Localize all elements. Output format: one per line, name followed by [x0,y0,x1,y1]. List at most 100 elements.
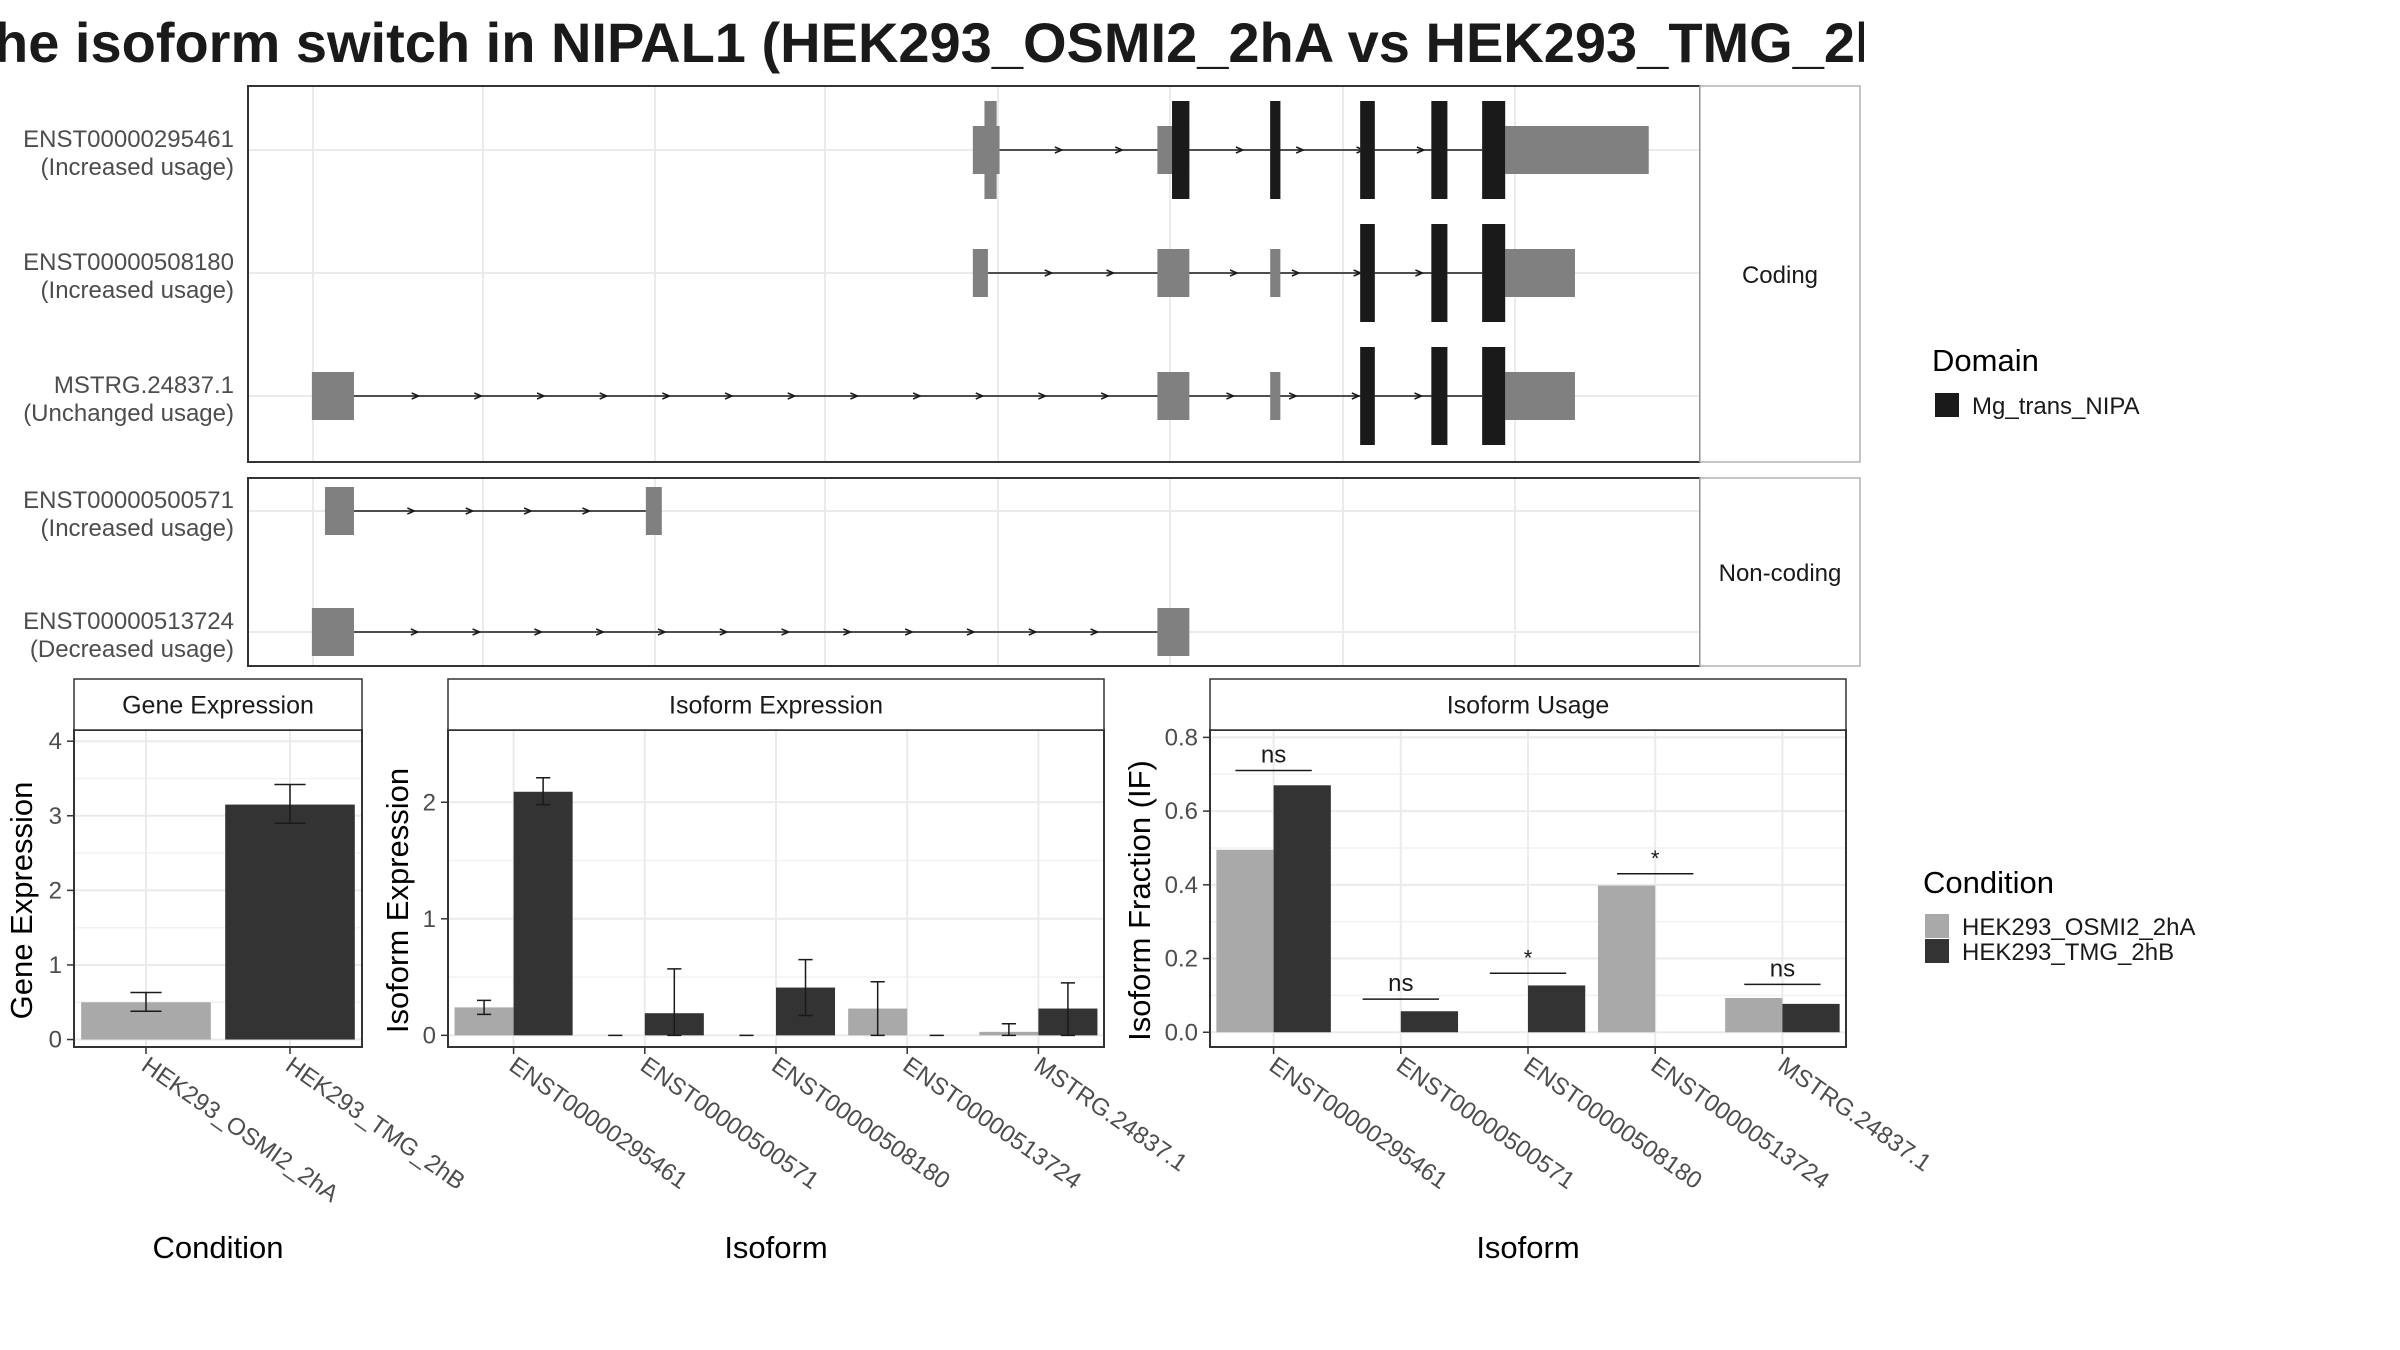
bar [1273,785,1331,1033]
legend-key [1935,393,1959,417]
y-axis-title: Isoform Fraction (IF) [1122,760,1157,1041]
direction-arrow [465,507,475,515]
page-title: he isoform switch in NIPAL1 (HEK293_OSMI… [0,11,1864,74]
utr-exon [1505,372,1575,420]
direction-arrow [472,628,482,636]
direction-arrow [724,392,734,400]
facet-strip [447,678,1105,731]
direction-arrow [850,392,860,400]
legend-key [1925,914,1949,938]
y-tick-label: 2 [49,877,62,904]
direction-arrow [1235,146,1245,154]
direction-arrow [1114,146,1125,154]
utr-exon [1270,372,1281,420]
utr-exon [324,487,354,535]
domain-block [1431,224,1448,322]
domain-block [1360,101,1375,199]
error-bar [667,968,682,1037]
legend-title: Domain [1932,343,2039,378]
transcript-usage: (Increased usage) [41,277,234,304]
facet-strip [1209,678,1847,731]
direction-arrow [1054,146,1064,154]
direction-arrow [904,628,915,636]
direction-arrow [1226,392,1236,400]
direction-arrow [582,507,592,515]
error-bar [274,783,306,824]
facet-strip [1699,85,1861,463]
utr-exon [972,249,988,297]
direction-arrow [1288,392,1299,400]
direction-arrow [966,628,976,636]
domain-block [1360,224,1375,322]
utr-exon [1157,608,1190,656]
direction-arrow [787,392,797,400]
legend-title: Condition [1923,865,2054,900]
utr-exon [311,372,354,420]
legend-label: HEK293_OSMI2_2hA [1962,914,2195,941]
domain-block [1360,347,1375,445]
transcript-id: MSTRG.24837.1 [54,372,234,399]
x-axis-title: Isoform [724,1230,827,1265]
direction-arrow [1028,628,1038,636]
direction-arrow [1106,269,1116,277]
error-bar [1001,1022,1016,1037]
bar [1597,885,1656,1033]
transcript-usage: (Unchanged usage) [23,400,234,427]
facet-strip [1699,477,1861,667]
direction-arrow [410,628,420,636]
direction-arrow [407,507,417,515]
error-bar [130,991,162,1012]
y-tick-label: 1 [423,906,436,933]
x-axis-title: Condition [153,1230,284,1265]
bar [1782,1003,1840,1033]
domain-block [1172,101,1190,199]
significance-label: ns [1261,742,1286,769]
significance-label: ns [1770,955,1795,982]
direction-arrow [975,392,985,400]
direction-arrow [1351,392,1361,400]
utr-exon [1157,249,1190,297]
direction-arrow [1090,628,1100,636]
structure-panel [248,478,1700,666]
utr-exon [1505,126,1649,174]
direction-arrow [1229,269,1239,277]
direction-arrow [1415,269,1425,277]
direction-arrow [1038,392,1048,400]
direction-arrow [662,392,672,400]
direction-arrow [1414,392,1424,400]
x-axis-title: Isoform [1476,1230,1579,1265]
direction-arrow [536,392,546,400]
error-bar [536,777,551,806]
utr-exon [645,487,662,535]
chart-title: Isoform Expression [669,692,883,720]
bar [225,804,355,1040]
transcript-id: ENST00000508180 [23,249,234,276]
facet-label: Non-coding [1719,560,1842,587]
bar [1400,1011,1459,1033]
y-tick-label: 0 [49,1027,62,1054]
y-tick-label: 4 [49,728,62,755]
bar [1528,985,1586,1033]
direction-arrow [1291,269,1301,277]
transcript-id: ENST00000513724 [23,608,234,635]
error-bar [476,999,492,1016]
direction-arrow [595,628,606,636]
significance-label: * [1651,846,1660,871]
y-tick-label: 3 [49,803,62,830]
significance-label: ns [1388,970,1413,997]
y-tick-label: 2 [423,789,436,816]
y-tick-label: 0.6 [1165,798,1198,825]
bar [1725,997,1783,1033]
domain-block [1431,101,1448,199]
y-axis-title: Isoform Expression [380,768,415,1033]
legend-label: HEK293_TMG_2hB [1962,939,2174,966]
direction-arrow [843,628,853,636]
domain-block [1482,101,1506,199]
direction-arrow [912,392,923,400]
utr-exon [1270,249,1281,297]
domain-block [1482,224,1506,322]
direction-arrow [1416,146,1426,154]
error-bar [870,980,885,1037]
direction-arrow [599,392,609,400]
y-tick-label: 0.8 [1165,724,1198,751]
